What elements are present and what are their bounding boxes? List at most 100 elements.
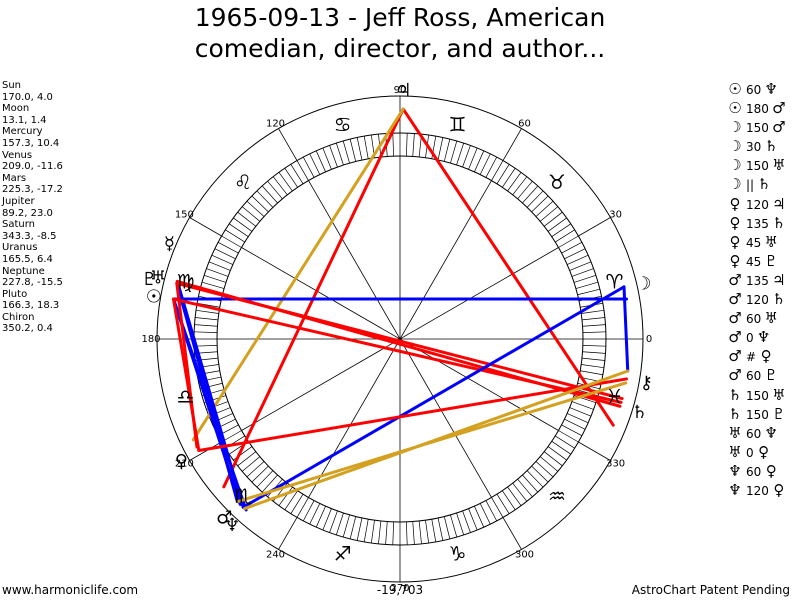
sign-leo-icon: ♌: [234, 170, 252, 194]
aspect-planet1-icon: ♂: [728, 270, 742, 289]
aspect-planet2-icon: ♆: [764, 423, 778, 442]
aspect-planet2-icon: ♄: [757, 175, 771, 194]
aspect-lines: [171, 107, 630, 512]
zodiac-wheel: [156, 95, 644, 583]
degree-tick: [315, 506, 326, 528]
degree-tick: [309, 153, 321, 175]
degree-tick: [474, 150, 485, 172]
outer-spoke: [502, 517, 522, 550]
outer-spoke: [578, 217, 611, 237]
aspect-planet1-icon: ♂: [728, 309, 742, 328]
outer-spoke: [578, 441, 611, 461]
planet-mercury-icon: ☿: [164, 234, 175, 255]
planet-name: Mercury: [2, 126, 43, 138]
aspect-angle: 150: [746, 407, 769, 422]
aspect-row: ♆ 60 ♀: [728, 462, 800, 481]
degree-tick: [543, 211, 563, 227]
degree-tick: [206, 268, 229, 277]
degree-tick: [507, 486, 522, 506]
aspect-angle: 60: [746, 369, 762, 384]
aspect-row: ♂ 0 ♆: [728, 328, 800, 347]
aspect-planet2-icon: ♄: [764, 137, 778, 156]
sign-aquarius-icon: ♒: [548, 484, 566, 508]
planet-glyphs: ☉ ☽ ☿ ♀ ♂ ♃ ♄ ♅ ♆ ♇ ⚷: [141, 80, 653, 536]
website-link[interactable]: www.harmoniclife.com: [2, 583, 139, 597]
degree-tick: [581, 364, 605, 369]
degree-tick: [356, 137, 363, 161]
planet-values: 225.3, -17.2: [2, 184, 63, 196]
degree-tick: [564, 248, 586, 260]
aspect-planet1-icon: ☽: [728, 118, 742, 137]
aspect-planet2-icon: ♃: [772, 194, 786, 213]
degree-tick: [237, 211, 257, 227]
degree-tick: [582, 351, 606, 354]
aspect-angle: 30: [746, 140, 762, 155]
aspect-planet2-icon: ♀: [758, 442, 770, 461]
sign-capricorn-icon: ♑: [448, 541, 466, 565]
degree-tick: [558, 235, 579, 248]
degree-label: 30: [609, 210, 622, 221]
degree-tick: [217, 241, 239, 254]
patent-notice: AstroChart Patent Pending: [631, 583, 790, 597]
aspect-line: [241, 285, 626, 509]
aspect-angle: ||: [746, 178, 755, 193]
degree-tick: [502, 490, 516, 510]
degree-tick: [561, 241, 583, 254]
degree-tick: [512, 482, 528, 502]
aspect-angle: 150: [746, 388, 769, 403]
degree-tick: [491, 160, 504, 181]
aspect-angle: 120: [746, 483, 769, 498]
aspect-row: ☽ 30 ♄: [728, 137, 800, 156]
aspect-angle: #: [746, 350, 757, 365]
sign-pisces-icon: ♓: [605, 384, 623, 408]
aspect-planet2-icon: ♂: [772, 99, 786, 118]
sign-cancer-icon: ♋: [334, 113, 352, 137]
planet-values: 227.8, -15.5: [2, 277, 63, 289]
degree-tick: [491, 497, 504, 518]
sign-libra-icon: ♎: [177, 384, 195, 408]
degree-tick: [363, 519, 369, 542]
aspect-planet1-icon: ☉: [728, 99, 742, 118]
degree-tick: [272, 176, 288, 196]
degree-label: 180: [141, 334, 160, 345]
degree-tick: [547, 446, 567, 461]
planet-name: Pluto: [2, 288, 28, 300]
planet-name: Saturn: [2, 219, 36, 231]
degree-tick: [302, 156, 315, 178]
planet-mars-icon: ♂: [216, 508, 232, 529]
aspect-line: [401, 107, 615, 427]
degree-tick: [512, 176, 528, 196]
aspect-planet2-icon: ♀: [760, 347, 772, 366]
degree-tick: [284, 168, 298, 188]
aspect-line: [175, 279, 245, 509]
degree-tick: [241, 206, 261, 222]
planet-values: 209.0, -11.6: [2, 161, 63, 173]
degree-tick: [261, 474, 278, 493]
degree-tick: [462, 510, 471, 533]
degree-tick: [479, 153, 491, 175]
degree-tick: [194, 331, 218, 333]
degree-tick: [385, 521, 388, 545]
degree-tick: [342, 514, 350, 538]
planet-name: Neptune: [2, 265, 45, 277]
aspect-planet1-icon: ♄: [728, 385, 742, 404]
planet-values: 89.2, 23.0: [2, 207, 53, 219]
aspect-planet1-icon: ♂: [728, 366, 742, 385]
sign-glyphs: ♈ ♉ ♊ ♋ ♌ ♍ ♎ ♏ ♐ ♑ ♒ ♓: [177, 113, 624, 566]
degree-tick: [575, 281, 599, 289]
aspect-row: ♂ 60 ♅: [728, 309, 800, 328]
planet-moon-icon: ☽: [635, 273, 651, 294]
aspect-planet2-icon: ♅: [764, 309, 778, 328]
degree-tick: [412, 521, 415, 545]
chart-score: -19,703: [376, 583, 424, 597]
aspect-planet1-icon: ♀: [729, 194, 741, 213]
aspect-row: ♀ 120 ♃: [728, 195, 800, 214]
aspect-planet1-icon: ♀: [729, 251, 741, 270]
aspect-angle: 0: [746, 445, 754, 460]
planet-venus-icon: ♀: [175, 451, 188, 472]
degree-tick: [378, 520, 382, 544]
planet-jupiter-icon: ♃: [395, 80, 411, 101]
degree-tick: [256, 190, 274, 208]
degree-tick: [431, 519, 437, 542]
aspect-angle: 135: [746, 216, 769, 231]
